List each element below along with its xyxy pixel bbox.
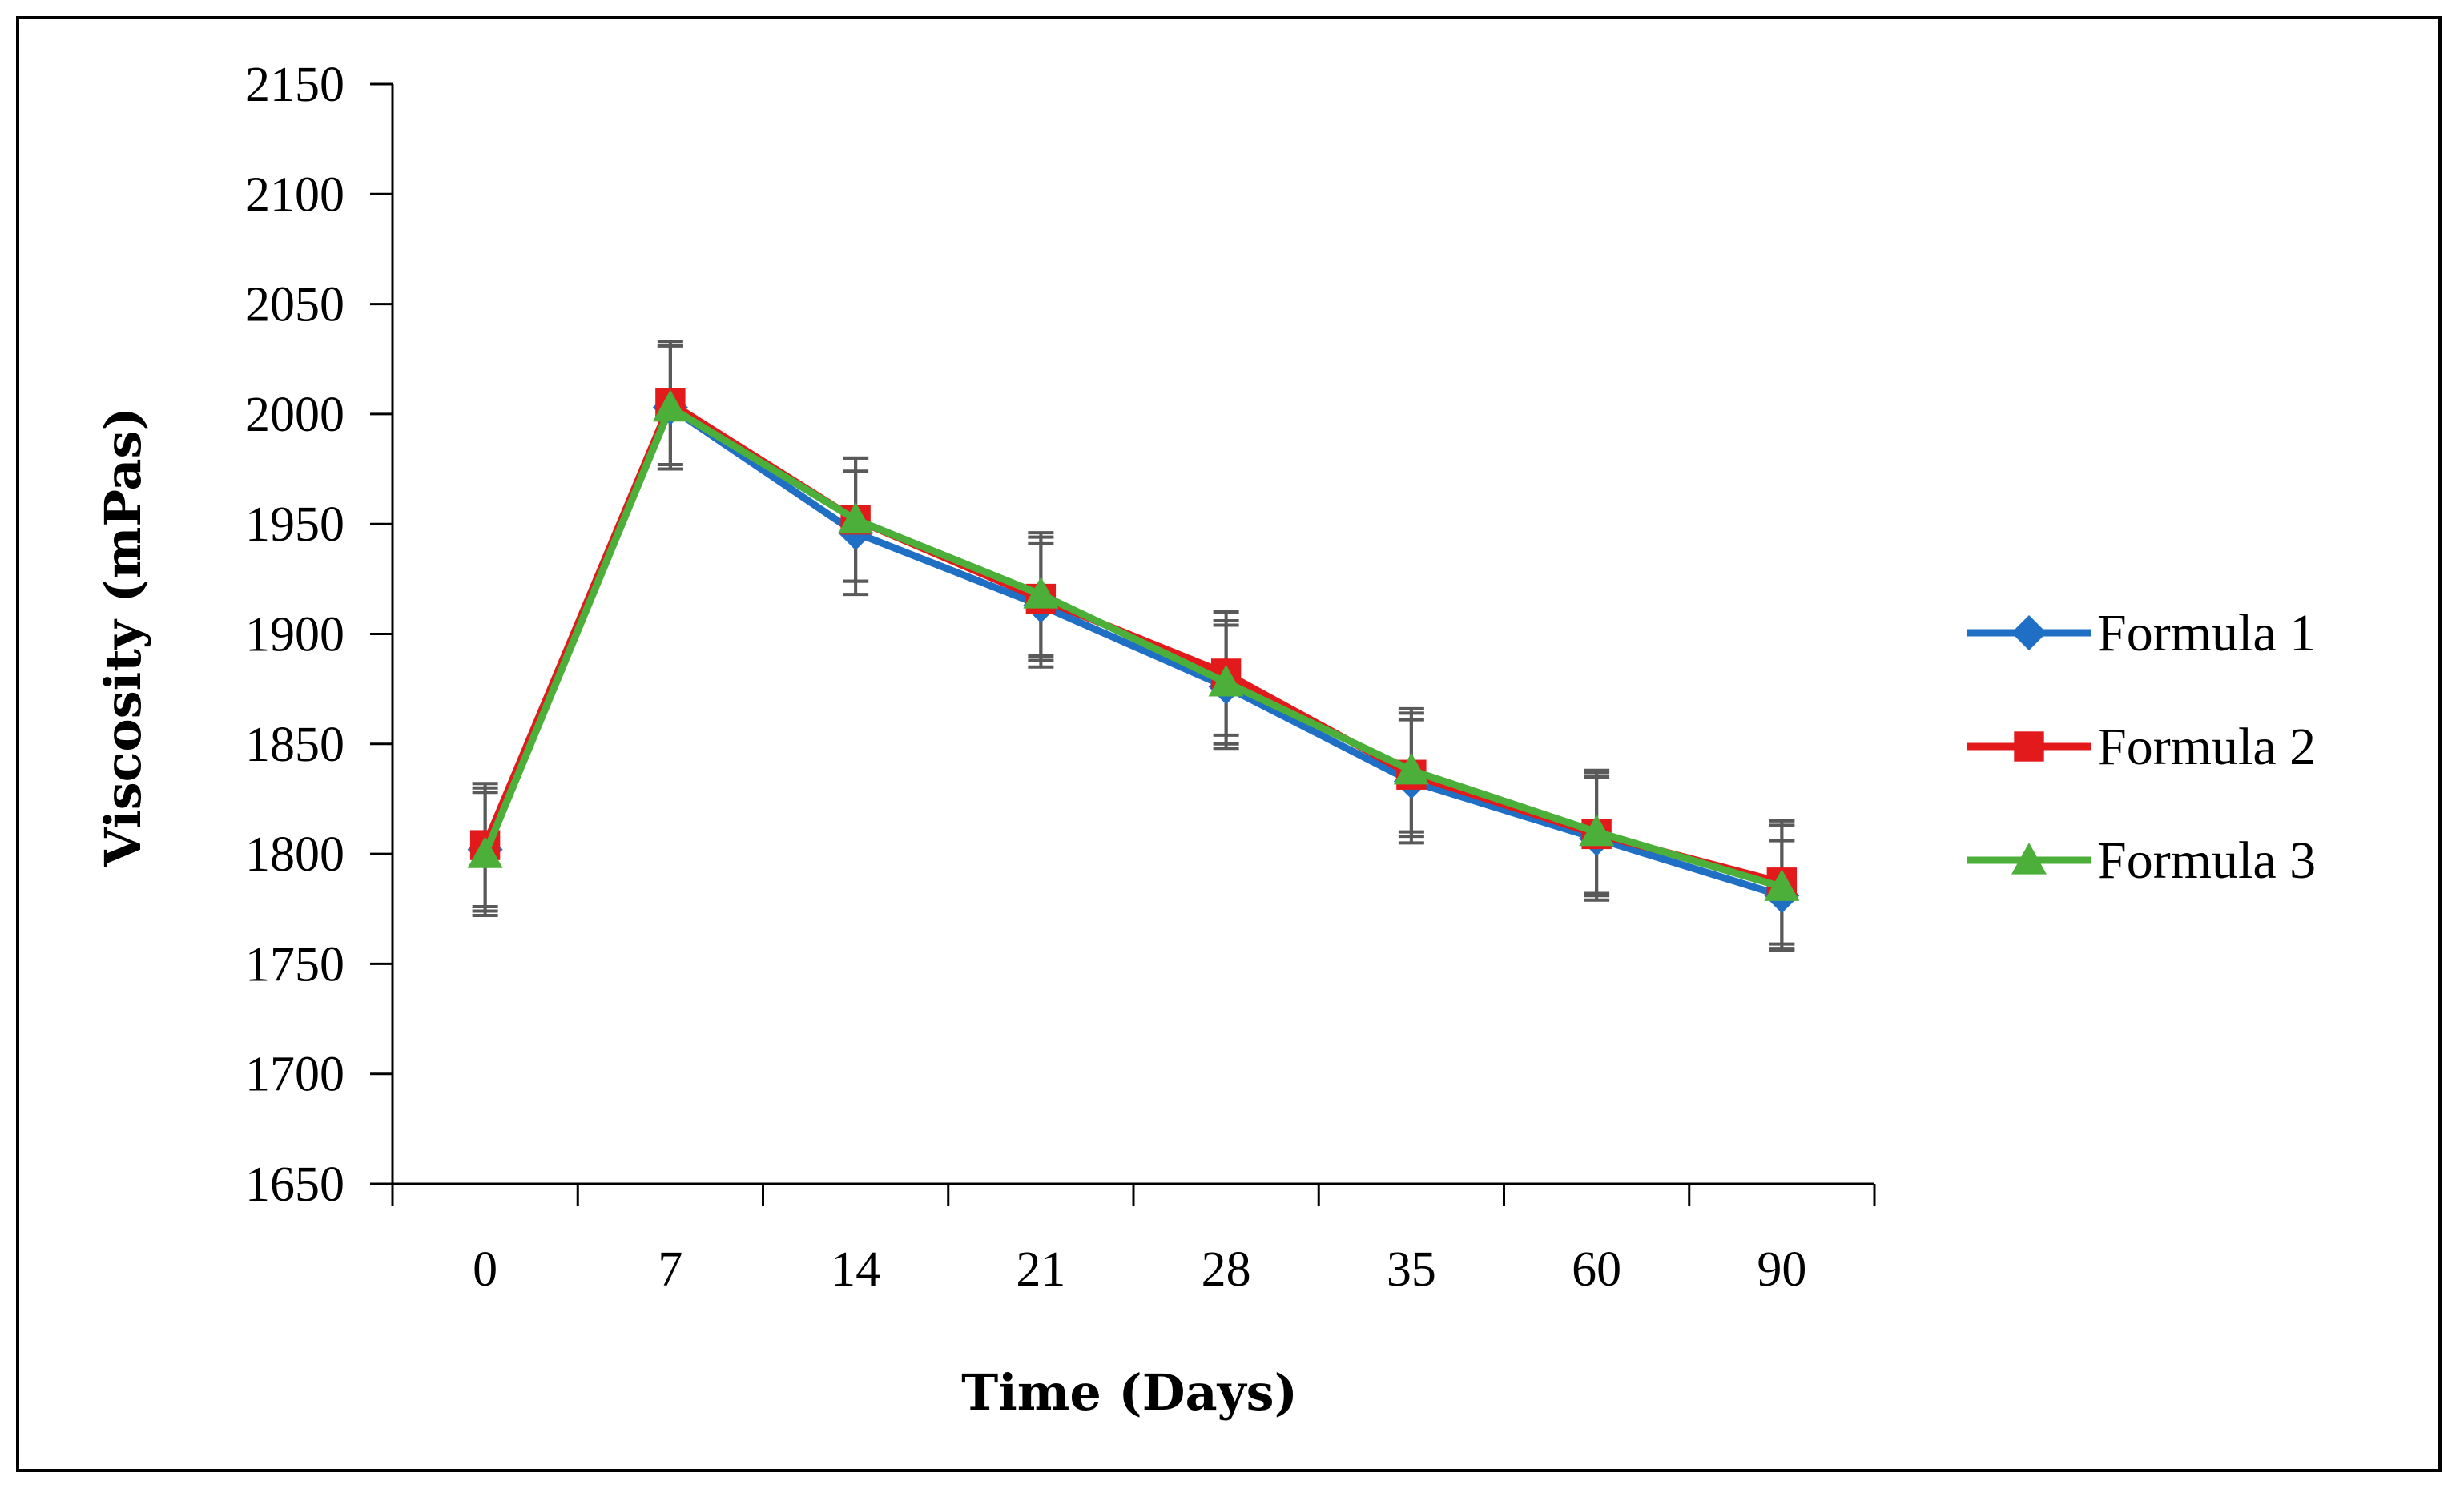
data-point xyxy=(838,501,874,534)
data-point xyxy=(1764,869,1800,901)
y-tick-label: 1700 xyxy=(245,1048,344,1102)
legend: Formula 1 Formula 2 Formula 3 xyxy=(1967,604,2316,890)
x-tick-label: 14 xyxy=(831,1242,880,1297)
legend-item-3: Formula 3 xyxy=(1967,831,2316,890)
data-point xyxy=(1579,814,1615,847)
data-point xyxy=(1393,752,1429,785)
series-line xyxy=(481,404,1783,891)
x-tick-label: 0 xyxy=(473,1242,497,1297)
x-tick-label: 35 xyxy=(1387,1242,1436,1297)
data-point xyxy=(1023,577,1059,609)
y-tick-label: 1850 xyxy=(245,718,344,772)
series xyxy=(467,388,1800,914)
legend-label: Formula 3 xyxy=(2097,831,2316,890)
data-point xyxy=(467,836,503,868)
data-point xyxy=(1208,664,1244,697)
axes: 1650 1700 1750 1800 1850 1900 1950 2000 2050 2100… xyxy=(245,58,1876,1297)
y-tick-label: 2150 xyxy=(245,58,344,112)
legend-item-2: Formula 2 xyxy=(1967,718,2316,776)
legend-label: Formula 1 xyxy=(2097,604,2316,662)
y-tick-label: 1750 xyxy=(245,937,344,992)
legend-marker xyxy=(2011,843,2047,875)
x-tick-label: 28 xyxy=(1202,1242,1251,1297)
x-tick-label: 90 xyxy=(1757,1242,1806,1297)
y-tick-label: 2100 xyxy=(245,167,344,222)
data-point xyxy=(652,389,688,422)
legend-item-1: Formula 1 xyxy=(1967,604,2316,662)
y-tick-label: 1950 xyxy=(245,497,344,552)
x-tick-label: 60 xyxy=(1572,1242,1621,1297)
y-tick-label: 2050 xyxy=(245,278,344,332)
y-axis-title: Viscosity (mPas) xyxy=(94,407,152,867)
y-tick-label: 1800 xyxy=(245,827,344,882)
x-tick-label: 21 xyxy=(1016,1242,1065,1297)
legend-label: Formula 2 xyxy=(2097,718,2316,776)
legend-marker xyxy=(2011,615,2047,650)
legend-marker xyxy=(2014,731,2044,762)
y-tick-label: 1900 xyxy=(245,608,344,662)
series-3 xyxy=(467,389,1800,901)
y-tick-label: 1650 xyxy=(245,1157,344,1212)
y-tick-label: 2000 xyxy=(245,388,344,442)
x-tick-label: 7 xyxy=(658,1242,682,1297)
x-axis-title: Time (Days) xyxy=(961,1363,1298,1422)
